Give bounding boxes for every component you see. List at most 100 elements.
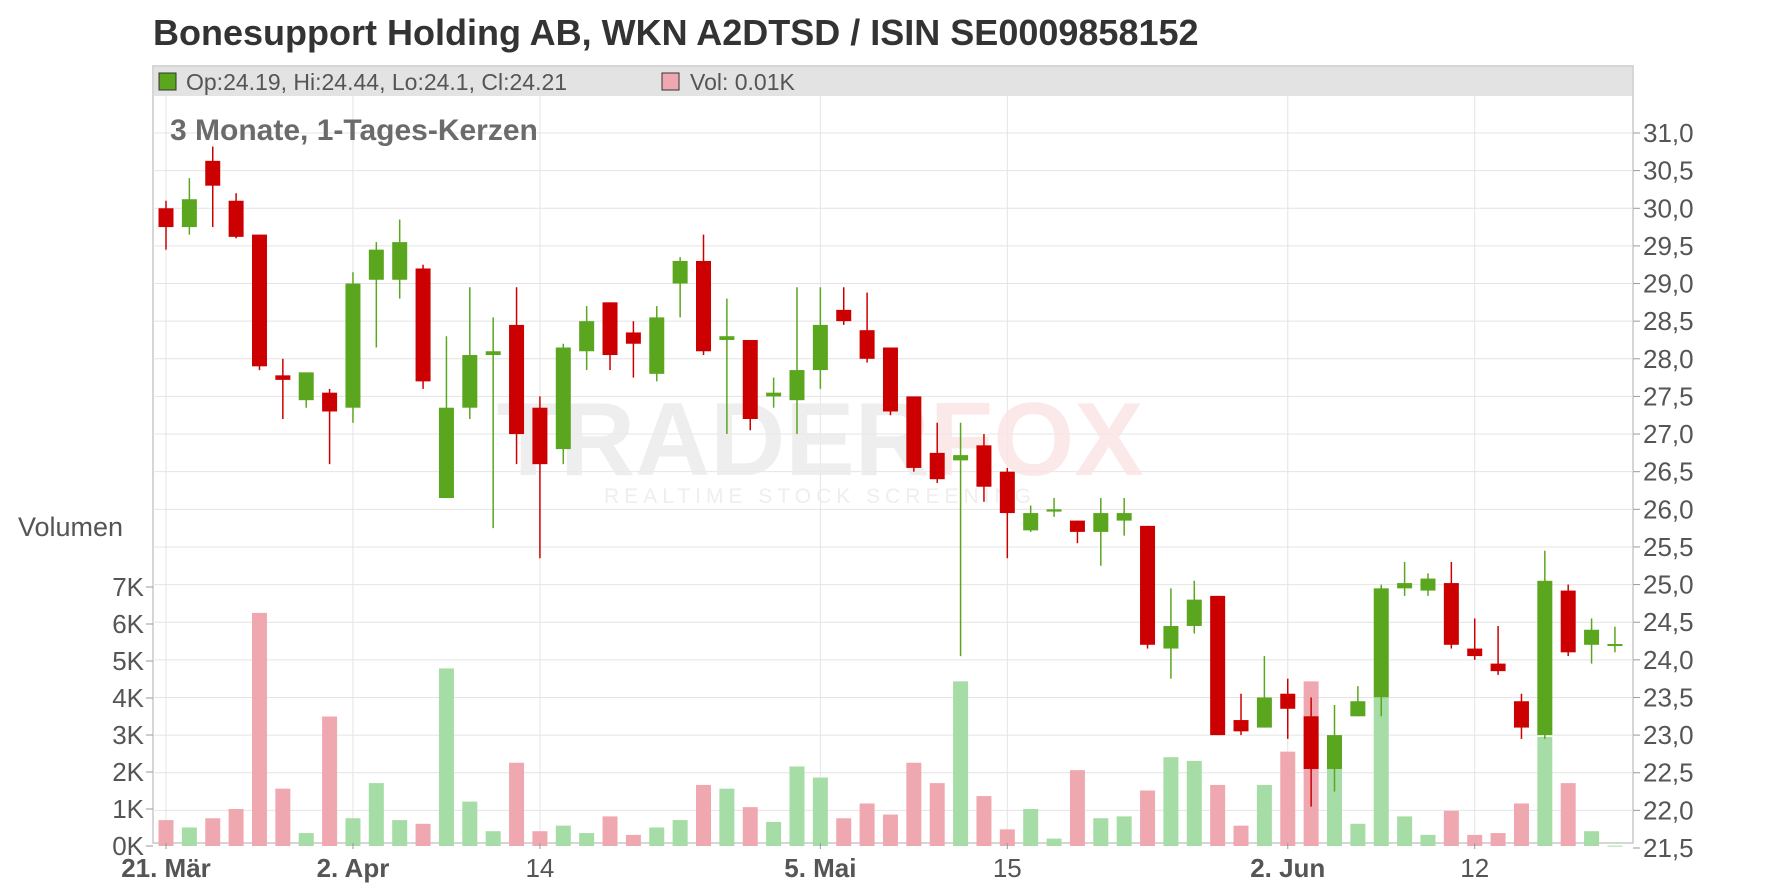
candle-body (953, 455, 969, 461)
candle-body (1327, 735, 1342, 769)
volume-bar (1233, 825, 1249, 846)
candle-body (672, 260, 688, 284)
volume-bar (859, 803, 875, 846)
info-bar-background (154, 67, 1632, 96)
candle (438, 336, 454, 499)
volume-bar (789, 766, 805, 846)
candle (1607, 626, 1623, 653)
price-tick-label: 23,5 (1643, 682, 1694, 712)
x-tick-label: 14 (525, 853, 554, 883)
volume-bar (298, 833, 314, 846)
volume-bar (1443, 810, 1459, 846)
volume-bar (1490, 833, 1506, 846)
candle (672, 257, 688, 318)
candle-body (228, 200, 244, 237)
candle (579, 306, 595, 371)
ohlc-legend-text: Op:24.19, Hi:24.44, Lo:24.1, Cl:24.21 (186, 69, 567, 95)
candle (485, 317, 501, 529)
volume-bar (906, 762, 922, 846)
candle-body (298, 372, 314, 401)
candle-body (1467, 648, 1483, 657)
candle (719, 298, 735, 435)
volume-series (158, 612, 1623, 847)
candle-body (579, 321, 595, 352)
candle (1420, 573, 1436, 596)
volume-legend-text: Vol: 0.01K (690, 69, 796, 95)
candle (275, 358, 291, 419)
price-tick-label: 23,0 (1643, 720, 1694, 750)
candle-body (649, 317, 665, 374)
candle (1443, 562, 1459, 649)
candle-body (462, 355, 478, 408)
candle (976, 434, 992, 502)
candle (1023, 505, 1039, 532)
candle-body (205, 160, 221, 186)
volume-bar (532, 831, 548, 846)
x-tick-label: 2. Jun (1250, 853, 1325, 883)
volume-bar (672, 820, 688, 846)
x-tick-label: 2. Apr (317, 853, 390, 883)
volume-bar (438, 668, 454, 846)
volume-bar (1140, 790, 1156, 846)
candle (742, 339, 758, 431)
volume-bar (579, 833, 595, 846)
price-tick-label: 27,0 (1643, 419, 1694, 449)
candle-body (812, 324, 828, 371)
candle-body (1233, 720, 1249, 732)
x-tick-label: 5. Mai (784, 853, 856, 883)
price-tick-label: 22,5 (1643, 758, 1694, 788)
candle-body (1490, 663, 1506, 672)
volume-bar (1350, 823, 1366, 846)
candle (251, 234, 267, 371)
price-tick-label: 22,0 (1643, 795, 1694, 825)
x-axis: 21. Mär 2. Apr 14 5. Mai 15 2. Jun 12 (121, 843, 1489, 883)
candle (1327, 705, 1342, 792)
candle-body (251, 234, 267, 367)
watermark: TRADERFOX REALTIME STOCK SCREENING (496, 382, 1143, 508)
volume-bar (181, 827, 197, 846)
candle (649, 306, 665, 382)
price-tick-label: 26,0 (1643, 494, 1694, 524)
candle-body (322, 392, 338, 412)
candle-body (1163, 625, 1179, 649)
price-tick-label: 25,5 (1643, 532, 1694, 562)
price-tick-label: 24,5 (1643, 607, 1694, 637)
candle-body (158, 208, 174, 228)
candle-body (1420, 578, 1436, 591)
x-tick-label: 12 (1460, 853, 1489, 883)
candle (555, 343, 571, 465)
candle (415, 264, 431, 389)
chart-subtitle: 3 Monate, 1-Tages-Kerzen (170, 114, 538, 147)
candle (509, 287, 525, 465)
candle-body (368, 249, 384, 280)
candle (298, 372, 314, 408)
candle (181, 178, 197, 235)
candle-body (1186, 599, 1202, 626)
candle (1069, 520, 1085, 544)
candle-body (1280, 693, 1296, 709)
volume-bar (1420, 834, 1436, 846)
candle (1163, 588, 1179, 679)
volume-bar (1607, 845, 1623, 847)
candle-body (976, 445, 992, 487)
volume-bar (929, 783, 945, 846)
price-tick-label: 29,0 (1643, 269, 1694, 299)
svg-text:TRADERFOX: TRADERFOX (496, 382, 1143, 498)
candle-body (438, 407, 454, 499)
volume-bar (462, 801, 478, 846)
candle (1350, 686, 1366, 717)
volume-bar (275, 788, 291, 846)
candle (1280, 678, 1296, 739)
candle (1233, 693, 1249, 736)
watermark-tagline: REALTIME STOCK SCREENING (604, 485, 1036, 508)
candle (322, 388, 338, 465)
volume-bar (1584, 831, 1600, 846)
candle (696, 234, 712, 356)
candle-body (929, 452, 945, 480)
volume-bar (1280, 751, 1296, 846)
candle-body (882, 347, 898, 412)
candle-body (1023, 513, 1039, 531)
candle-body (1140, 525, 1156, 645)
volume-bar (251, 612, 267, 846)
volume-tick-label: 5K (112, 646, 144, 676)
